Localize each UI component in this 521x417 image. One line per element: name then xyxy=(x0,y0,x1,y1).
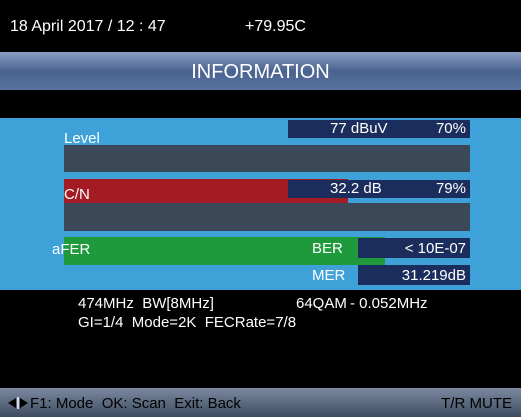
afer: aFER xyxy=(52,241,91,258)
cn-percent: 79% xyxy=(435,180,466,197)
mer-label: MER xyxy=(312,267,346,284)
level-label: Level xyxy=(64,130,100,147)
ber-value: < 10E-07 xyxy=(404,240,466,257)
nav-icon xyxy=(8,397,28,409)
info-mod: 64QAM xyxy=(296,295,347,312)
ber-box xyxy=(358,238,470,258)
info-freq: 474MHz BW[8MHz] xyxy=(78,295,214,312)
level-track xyxy=(64,145,470,206)
cn-value: 32.2 dB xyxy=(330,180,382,197)
footer-mute: T/R MUTE xyxy=(441,395,512,412)
level-value: 77 dBuV xyxy=(330,120,388,137)
title: INFORMATION xyxy=(191,61,330,83)
info-offset: - 0.052MHz xyxy=(350,295,428,312)
cn-box xyxy=(288,180,470,198)
cn-bar xyxy=(64,237,385,265)
mer-value: 31.219dB xyxy=(401,267,466,284)
mer-box xyxy=(358,265,470,285)
footer-bar xyxy=(0,388,521,417)
level-percent: 70% xyxy=(435,120,466,137)
level-box xyxy=(288,120,470,138)
info-params: GI=1/4 Mode=2K FECRate=7/8 xyxy=(78,314,297,331)
footer-keys: F1: Mode OK: Scan Exit: Back xyxy=(30,395,241,412)
datetime: 18 April 2017 / 12 : 47 xyxy=(10,18,166,35)
ber-label: BER xyxy=(312,240,343,257)
cn-label: C/N xyxy=(64,186,90,203)
title-band xyxy=(0,52,521,90)
cn-track xyxy=(64,203,470,265)
temperature: +79.95C xyxy=(245,18,306,35)
